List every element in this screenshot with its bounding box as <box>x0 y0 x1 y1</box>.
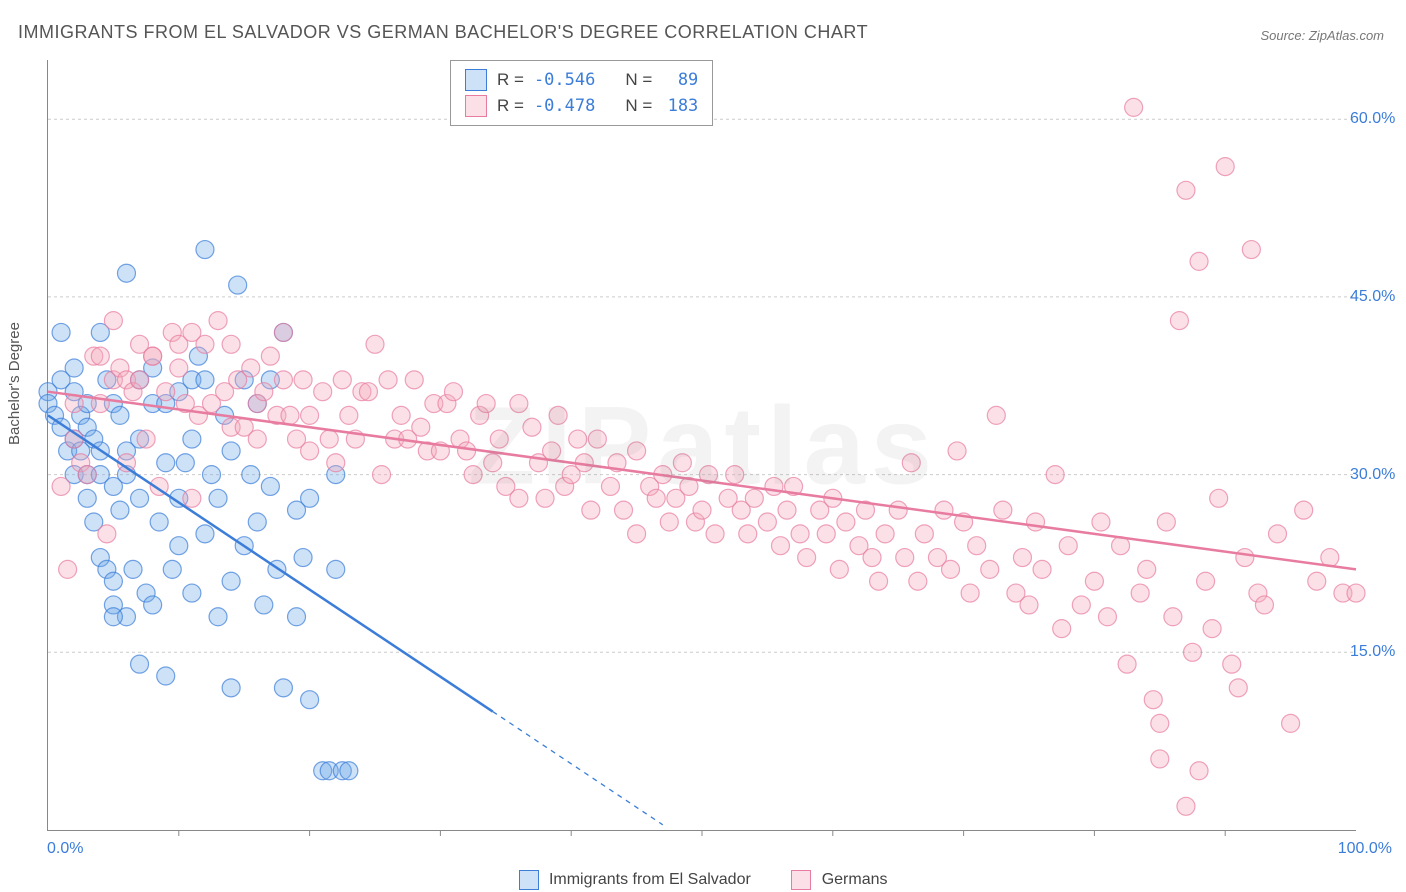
legend-item-1: Immigrants from El Salvador <box>519 870 751 890</box>
stats-row-1: R = -0.546 N = 89 <box>465 67 698 93</box>
stat-n-value-2: 183 <box>662 93 698 119</box>
stats-swatch-pink <box>465 95 487 117</box>
chart-title: IMMIGRANTS FROM EL SALVADOR VS GERMAN BA… <box>18 22 868 43</box>
stat-n-label-2: N = <box>625 93 652 119</box>
ytick-30: 30.0% <box>1350 466 1395 484</box>
stat-r-label-2: R = <box>497 93 524 119</box>
xtick-100: 100.0% <box>1338 840 1392 858</box>
source-credit: Source: ZipAtlas.com <box>1260 28 1384 43</box>
scatter-svg <box>48 60 1356 830</box>
y-axis-label: Bachelor's Degree <box>6 322 23 445</box>
stats-row-2: R = -0.478 N = 183 <box>465 93 698 119</box>
stat-n-value-1: 89 <box>662 67 698 93</box>
legend-bottom: Immigrants from El Salvador Germans <box>0 870 1406 890</box>
stats-swatch-blue <box>465 69 487 91</box>
xtick-0: 0.0% <box>47 840 83 858</box>
stat-r-value-2: -0.478 <box>534 93 595 119</box>
plot-area <box>47 60 1356 831</box>
stat-r-label: R = <box>497 67 524 93</box>
stat-r-value-1: -0.546 <box>534 67 595 93</box>
legend-label-1: Immigrants from El Salvador <box>549 871 751 888</box>
stat-n-label: N = <box>625 67 652 93</box>
legend-swatch-1 <box>519 870 539 890</box>
stats-box: R = -0.546 N = 89 R = -0.478 N = 183 <box>450 60 713 126</box>
legend-item-2: Germans <box>791 870 887 890</box>
legend-swatch-2 <box>791 870 811 890</box>
ytick-45: 45.0% <box>1350 288 1395 306</box>
ytick-15: 15.0% <box>1350 643 1395 661</box>
ytick-60: 60.0% <box>1350 110 1395 128</box>
legend-label-2: Germans <box>822 871 888 888</box>
